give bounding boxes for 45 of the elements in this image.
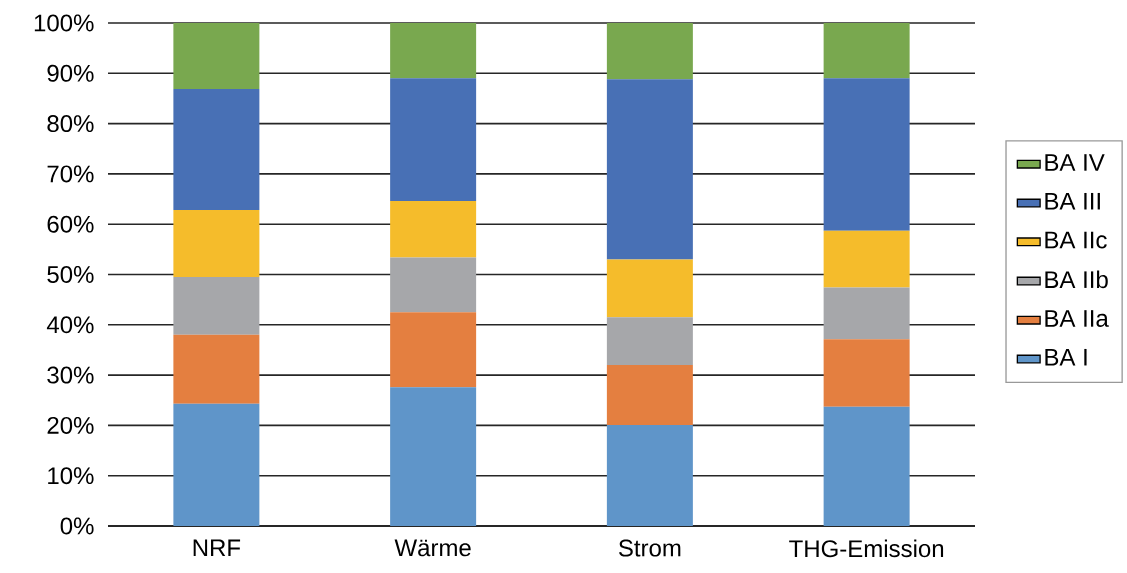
bar [823,22,910,79]
bar [173,277,260,335]
bar [390,257,477,313]
y-tick-label: 80% [47,115,94,133]
bar [606,22,693,80]
y-tick-label: 30% [47,366,94,384]
bar [606,365,693,425]
y-tick-label: 90% [47,64,94,82]
y-tick-label: 60% [47,215,94,233]
bar [390,78,477,202]
bar [173,210,260,277]
bar [606,79,693,260]
bar [173,403,260,526]
x-tick-label: Strom [618,539,681,557]
bar [390,22,477,79]
bar [173,334,260,404]
bar [606,259,693,318]
y-tick-label: 50% [47,265,94,283]
bar [173,88,260,211]
bar [823,78,910,231]
bar [823,406,910,526]
y-tick-label: 40% [46,316,94,334]
bar [173,22,260,89]
bar [823,230,910,288]
y-tick-label: 10% [48,467,94,485]
bar [390,312,477,388]
legend-label: BA IIa [1045,310,1109,327]
bar [390,387,477,526]
y-tick-label: 20% [47,416,94,434]
x-tick-label: THG-Emission [789,539,944,558]
bar [390,201,477,258]
bar [823,287,910,340]
legend-label: BA IIc [1045,231,1107,249]
x-tick-label: Wärme [394,539,471,557]
bar [606,317,693,366]
x-tick-label: NRF [193,539,241,557]
y-tick-label: 70% [47,165,94,183]
bar [823,339,910,407]
legend-label: BA IV [1045,154,1105,171]
legend-label: BA IIb [1045,270,1108,289]
legend-label: BA I [1045,348,1087,366]
bar [606,424,693,526]
legend-label: BA III [1045,192,1100,210]
y-tick-label: 0% [60,517,94,535]
y-tick-label: 100% [34,14,94,32]
